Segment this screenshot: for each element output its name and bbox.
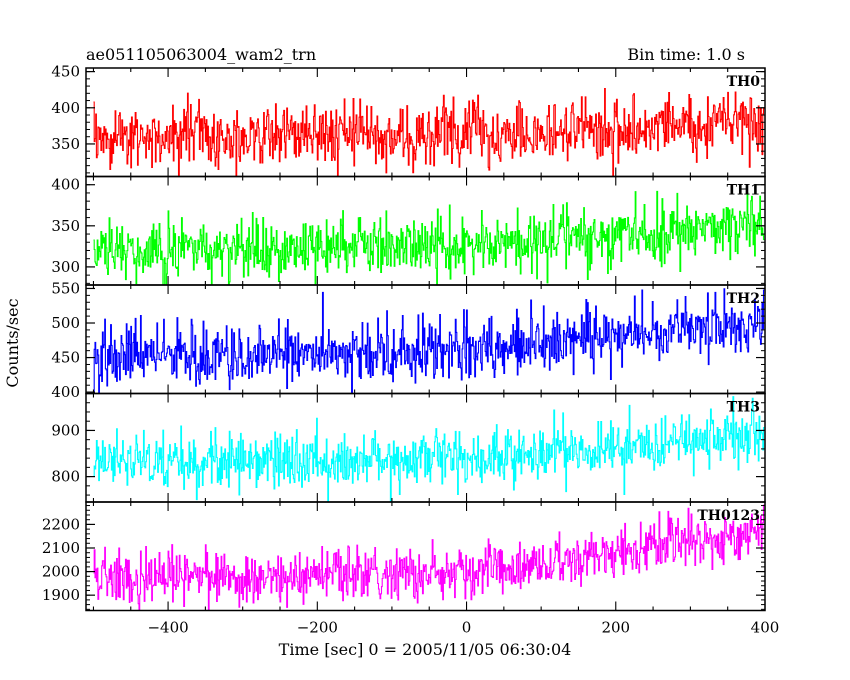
y-tick-label: 500	[51, 314, 80, 332]
y-tick-label: 800	[51, 468, 80, 486]
y-tick-label: 2100	[42, 539, 80, 557]
panel-label-th1: TH1	[727, 183, 760, 199]
y-tick-label: 350	[51, 135, 80, 153]
panel-stack: 350 400 450 TH0 300 350 400 TH1 400 450 500 550 TH2 8…	[42, 63, 780, 637]
panel-frame-th0123	[85, 501, 766, 612]
observation-id: ae051105063004_wam2_trn	[86, 45, 316, 64]
series-line-th0123	[93, 504, 765, 611]
y-tick-label: 400	[51, 99, 80, 117]
series-line-th1	[93, 190, 765, 285]
panel-label-th3: TH3	[727, 400, 760, 416]
x-tick-label: −200	[297, 619, 338, 637]
series-line-th0	[93, 88, 765, 177]
panel-label-th0: TH0	[727, 74, 761, 90]
y-tick-label: 900	[51, 421, 80, 439]
y-tick-label: 2200	[42, 515, 80, 533]
x-tick-label: 0	[462, 619, 472, 637]
y-tick-label: 450	[51, 63, 80, 81]
series-line-th2	[93, 288, 765, 394]
y-tick-label: 1900	[42, 586, 80, 604]
y-tick-label: 2000	[42, 563, 80, 581]
y-tick-label: 400	[51, 176, 80, 194]
series-line-th3	[93, 396, 765, 502]
y-tick-label: 300	[51, 258, 80, 276]
y-tick-label: 450	[51, 349, 80, 367]
y-axis-label: Counts/sec	[3, 298, 22, 387]
x-tick-label: −400	[147, 619, 188, 637]
panel-label-th2: TH2	[727, 291, 760, 307]
x-tick-label: 200	[601, 619, 630, 637]
panel-label-th0123: TH0123	[697, 508, 760, 524]
x-axis-label: Time [sec] 0 = 2005/11/05 06:30:04	[279, 640, 572, 659]
y-tick-label: 550	[51, 279, 80, 297]
y-tick-label: 400	[51, 383, 80, 401]
bin-time-label: Bin time: 1.0 s	[627, 45, 745, 64]
y-tick-label: 350	[51, 217, 80, 235]
x-tick-label: 400	[751, 619, 780, 637]
